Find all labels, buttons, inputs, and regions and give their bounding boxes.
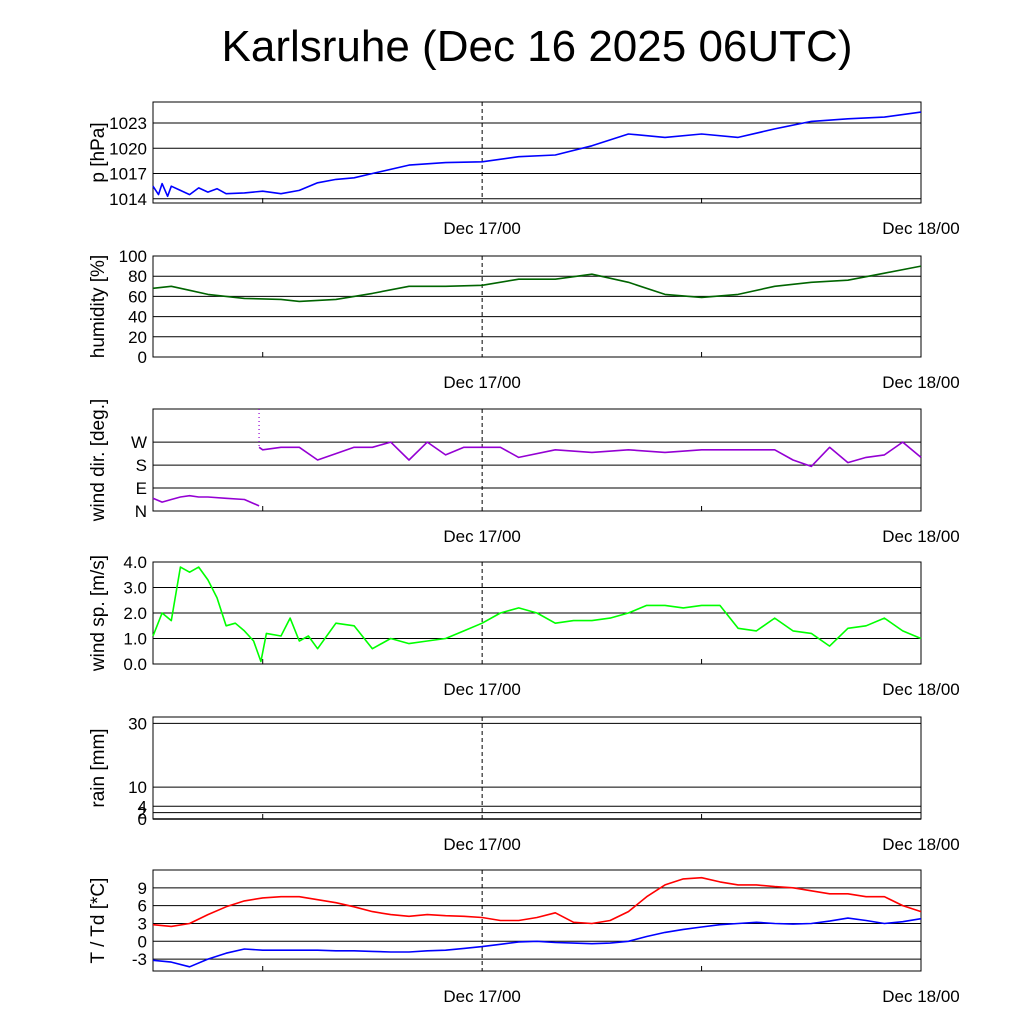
y-tick-label: 2.0: [123, 604, 147, 623]
y-tick-label: 0: [138, 348, 147, 367]
y-tick-label: W: [131, 433, 147, 452]
x-tick-label: Dec 18/00: [882, 835, 960, 854]
y-tick-label: N: [135, 502, 147, 521]
x-tick-label: Dec 17/00: [443, 835, 521, 854]
panel-frame: [152, 101, 922, 204]
y-axis-label: rain [mm]: [88, 728, 109, 807]
series-line-humidity: [152, 265, 922, 303]
x-tick-label: Dec 17/00: [443, 987, 521, 1006]
x-tick-label: Dec 18/00: [882, 219, 960, 238]
y-tick-label: 6: [138, 897, 147, 916]
y-tick-label: -3: [132, 950, 147, 969]
x-tick-label: Dec 18/00: [882, 680, 960, 699]
panel-wind-speed: 0.0 1.0 2.0 3.0 4.0 Dec 17/00 Dec 18/00 wind sp…: [88, 553, 960, 699]
x-tick-label: Dec 17/00: [443, 680, 521, 699]
y-tick-label: 100: [119, 247, 147, 266]
y-axis-label: humidity [%]: [88, 255, 109, 358]
y-tick-label: 1017: [109, 165, 147, 184]
x-tick-label: Dec 18/00: [882, 527, 960, 546]
y-tick-label: S: [136, 456, 147, 475]
y-tick-label: 0.0: [123, 655, 147, 674]
x-tick-label: Dec 17/00: [443, 219, 521, 238]
series-line-wind-direction: [152, 441, 922, 507]
panel-frame: [152, 408, 922, 512]
y-tick-label: 1.0: [123, 630, 147, 649]
panel-frame: [152, 869, 922, 972]
x-tick-label: Dec 18/00: [882, 987, 960, 1006]
x-tick-label: Dec 18/00: [882, 373, 960, 392]
y-tick-label: 0: [138, 932, 147, 951]
y-axis-label: T / Td [*C]: [88, 878, 109, 964]
chart-title: Karlsruhe (Dec 16 2025 06UTC): [221, 22, 853, 71]
y-tick-label: 20: [128, 328, 147, 347]
y-tick-label: 3.0: [123, 579, 147, 598]
y-tick-label: 2: [138, 804, 147, 823]
x-tick-label: Dec 17/00: [443, 527, 521, 546]
panel-frame: [152, 716, 922, 820]
y-tick-label: 1020: [109, 139, 147, 158]
series-line-wind-speed: [152, 566, 922, 663]
y-tick-label: 4: [138, 797, 147, 816]
x-tick-label: Dec 17/00: [443, 373, 521, 392]
series-line-temperature-td: [152, 917, 922, 968]
series-line-temperature-t: [152, 876, 922, 928]
y-tick-label: 80: [128, 267, 147, 286]
y-tick-label: 60: [128, 287, 147, 306]
y-axis-label: wind sp. [m/s]: [88, 555, 109, 672]
y-tick-label: 1023: [109, 114, 147, 133]
y-tick-label: 3: [138, 914, 147, 933]
y-tick-label: 10: [128, 778, 147, 797]
y-tick-label: E: [136, 479, 147, 498]
y-tick-label: 1014: [109, 190, 147, 209]
y-axis-label: wind dir. [deg.]: [88, 399, 109, 523]
y-tick-label: 4.0: [123, 553, 147, 572]
y-tick-label: 0: [138, 810, 147, 829]
y-tick-label: 30: [128, 714, 147, 733]
panel-frame: [152, 255, 922, 358]
y-tick-label: 9: [138, 879, 147, 898]
series-line-pressure: [152, 111, 922, 198]
y-tick-label: 40: [128, 308, 147, 327]
y-axis-label: p [hPa]: [88, 122, 109, 182]
panel-pressure: 1014 1017 1020 1023 Dec 17/00 Dec 18/00 p [hPa…: [88, 101, 960, 238]
